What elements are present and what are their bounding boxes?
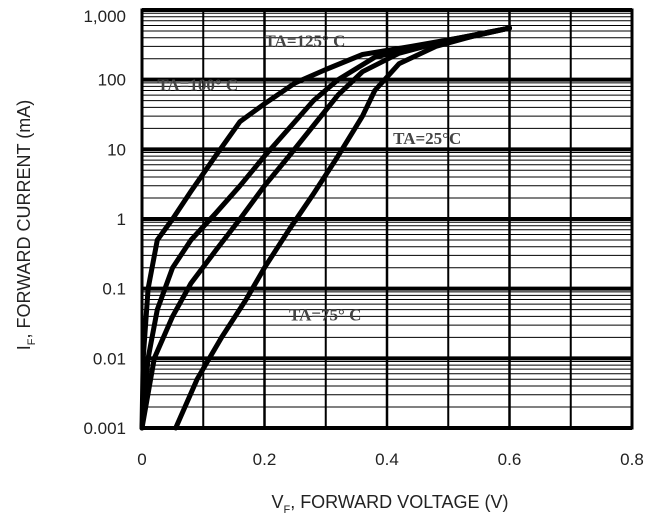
series-line: [139, 25, 512, 431]
x-tick-label: 0: [137, 450, 146, 469]
x-tick-label: 0.6: [498, 450, 522, 469]
y-axis-title-rest: , FORWARD CURRENT (mA): [14, 100, 34, 339]
y-tick-label: 10: [107, 140, 126, 159]
plot-frame: [140, 8, 634, 430]
curves: [139, 25, 512, 431]
x-axis-title-rest: , FORWARD VOLTAGE (V): [290, 492, 508, 512]
y-tick-label: 1: [117, 210, 126, 229]
y-tick-label: 1,000: [83, 7, 126, 26]
x-tick-labels: 0 0.2 0.4 0.6 0.8: [137, 450, 644, 469]
y-tick-label: 0.1: [102, 280, 126, 299]
series-line: [139, 25, 512, 431]
y-tick-label: 100: [98, 71, 126, 90]
curve-label: TA=75° C: [289, 305, 361, 324]
x-tick-label: 0.8: [620, 450, 644, 469]
x-axis-title: VF, FORWARD VOLTAGE (V): [271, 492, 508, 516]
x-tick-label: 0.4: [375, 450, 399, 469]
x-tick-label: 0.2: [253, 450, 277, 469]
y-axis-title: IF, FORWARD CURRENT (mA): [14, 100, 38, 350]
series-line: [173, 25, 512, 431]
y-tick-label: 0.001: [83, 419, 126, 438]
y-tick-label: 0.01: [93, 349, 126, 368]
y-tick-labels: 0.001 0.01 0.1 1 10 100 1,000: [83, 7, 126, 438]
y-axis-title-main: I: [14, 345, 34, 350]
curve-label: TA=25°C: [393, 129, 461, 148]
x-axis-title-main: V: [271, 492, 283, 512]
curve-label: TA=100° C: [157, 75, 238, 94]
y-axis-title-sub: F: [26, 338, 38, 345]
annotations: TA=125° C TA=100° C TA=25°C TA=75° C: [157, 31, 461, 324]
x-axis-title-sub: F: [283, 504, 290, 516]
curve-label: TA=125° C: [265, 31, 346, 50]
